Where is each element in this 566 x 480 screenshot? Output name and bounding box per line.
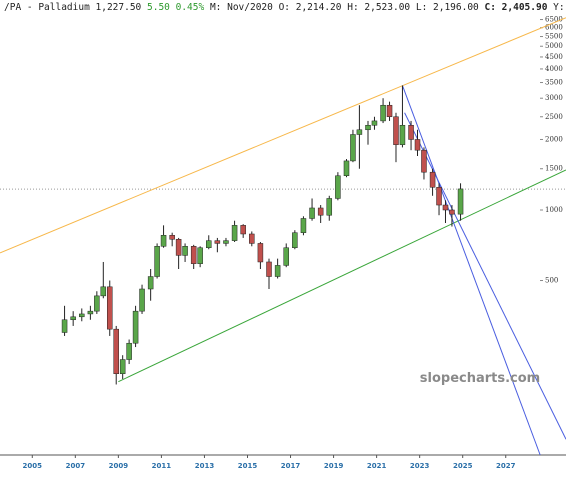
candle-body	[132, 310, 139, 344]
candle-body	[457, 188, 464, 215]
candle-body	[126, 342, 132, 360]
y-tick-label: 5500	[545, 33, 563, 41]
candle-body	[107, 286, 113, 330]
trendline	[0, 17, 566, 254]
x-tick-label: 2023	[410, 462, 430, 470]
candle-body	[429, 171, 436, 188]
y-info: Y: 4003.84	[553, 2, 566, 13]
candle-body	[421, 149, 427, 173]
candle-body	[119, 359, 126, 375]
x-tick-label: 2005	[23, 462, 43, 470]
candle-body	[70, 316, 76, 321]
close-info: C: 2,405.90	[484, 2, 548, 13]
candle-body	[147, 276, 154, 290]
x-tick-label: 2011	[152, 462, 172, 470]
y-tick-label: 3000	[545, 94, 563, 102]
candle-body	[190, 246, 197, 264]
x-tick-label: 2027	[496, 462, 516, 470]
candle-body	[350, 134, 356, 162]
candle-body	[113, 328, 119, 375]
candle-body	[300, 218, 307, 233]
watermark: slopecharts.com	[420, 371, 540, 386]
candle-body	[317, 207, 324, 216]
bar-info: M: Nov/2020 O: 2,214.20 H: 2,523.00 L: 2…	[209, 2, 479, 13]
candle-body	[399, 124, 406, 145]
candle-body	[386, 104, 393, 118]
y-tick-label: 500	[545, 277, 558, 285]
x-tick-label: 2009	[109, 462, 129, 470]
candle-body	[154, 246, 160, 277]
candle-body	[94, 295, 100, 312]
candle-body	[182, 246, 188, 256]
candle-body	[283, 247, 289, 266]
candle-body	[356, 129, 363, 135]
candle-body	[442, 204, 449, 211]
x-tick-label: 2021	[367, 462, 387, 470]
candle-body	[326, 198, 333, 216]
change: 5.50 0.45%	[147, 2, 205, 13]
candle-body	[223, 240, 229, 244]
candle-body	[257, 243, 264, 263]
x-tick-label: 2017	[281, 462, 301, 470]
header: /PA - Palladium 1,227.50 5.50 0.45% M: N…	[4, 2, 566, 13]
candle-body	[79, 313, 85, 318]
y-tick-label: 1000	[545, 206, 563, 214]
candle-body	[139, 288, 145, 312]
candle-body	[197, 247, 203, 264]
candle-body	[160, 235, 167, 247]
x-tick-label: 2015	[238, 462, 258, 470]
candle-body	[408, 124, 414, 140]
x-tick-label: 2025	[453, 462, 473, 470]
y-tick-label: 2000	[545, 135, 563, 143]
candle-body	[309, 207, 315, 219]
candle-body	[249, 233, 255, 244]
candle-body	[206, 240, 212, 248]
candle-body	[380, 104, 386, 122]
y-tick-label: 4500	[545, 53, 563, 61]
candle-body	[214, 240, 221, 244]
candle-body	[169, 235, 175, 240]
y-tick-label: 5000	[545, 42, 563, 50]
candle-body	[175, 239, 182, 256]
symbol: /PA - Palladium 1,227.50	[4, 2, 142, 13]
candle-body	[371, 120, 378, 126]
y-tick-label: 6500	[545, 16, 563, 24]
candle-body	[240, 225, 246, 235]
x-tick-label: 2013	[195, 462, 215, 470]
y-tick-label: 6000	[545, 24, 563, 32]
y-tick-label: 2500	[545, 113, 563, 121]
candle-body	[100, 286, 107, 297]
candle-body	[393, 116, 399, 145]
candle-body	[414, 139, 421, 151]
candle-body	[436, 187, 442, 206]
trendline	[118, 169, 566, 383]
y-tick-label: 4000	[545, 65, 563, 73]
y-tick-label: 1500	[545, 165, 563, 173]
y-tick-label: 3500	[545, 79, 563, 87]
x-tick-label: 2007	[66, 462, 86, 470]
trendline	[404, 112, 566, 440]
trendline	[401, 85, 541, 456]
candle-body	[365, 124, 371, 131]
candle-body	[343, 160, 350, 177]
candle-body	[61, 319, 68, 333]
candle-body	[335, 175, 341, 199]
x-tick-label: 2019	[324, 462, 344, 470]
candle-body	[87, 310, 94, 315]
candle-body	[266, 261, 272, 277]
candle-body	[292, 232, 298, 248]
candle-body	[449, 209, 455, 215]
candle-body	[231, 225, 238, 241]
candle-body	[274, 265, 281, 277]
